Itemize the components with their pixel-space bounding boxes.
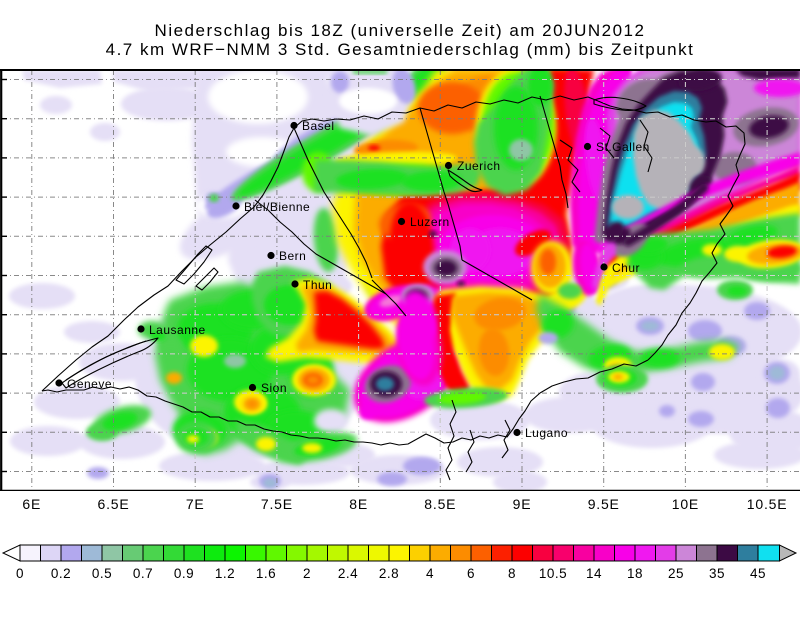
svg-text:Thun: Thun — [303, 278, 332, 292]
svg-text:Lausanne: Lausanne — [149, 323, 206, 337]
svg-text:Luzern: Luzern — [410, 215, 450, 229]
svg-text:Chur: Chur — [612, 261, 640, 275]
svg-text:Biel/Bienne: Biel/Bienne — [244, 200, 310, 214]
svg-text:Basel: Basel — [302, 119, 335, 133]
svg-text:Geneve: Geneve — [67, 377, 112, 391]
svg-text:Zuerich: Zuerich — [457, 159, 501, 173]
svg-text:St.Gallen: St.Gallen — [596, 140, 650, 154]
svg-text:Lugano: Lugano — [525, 426, 568, 440]
svg-text:Bern: Bern — [279, 249, 306, 263]
svg-text:Sion: Sion — [261, 381, 287, 395]
